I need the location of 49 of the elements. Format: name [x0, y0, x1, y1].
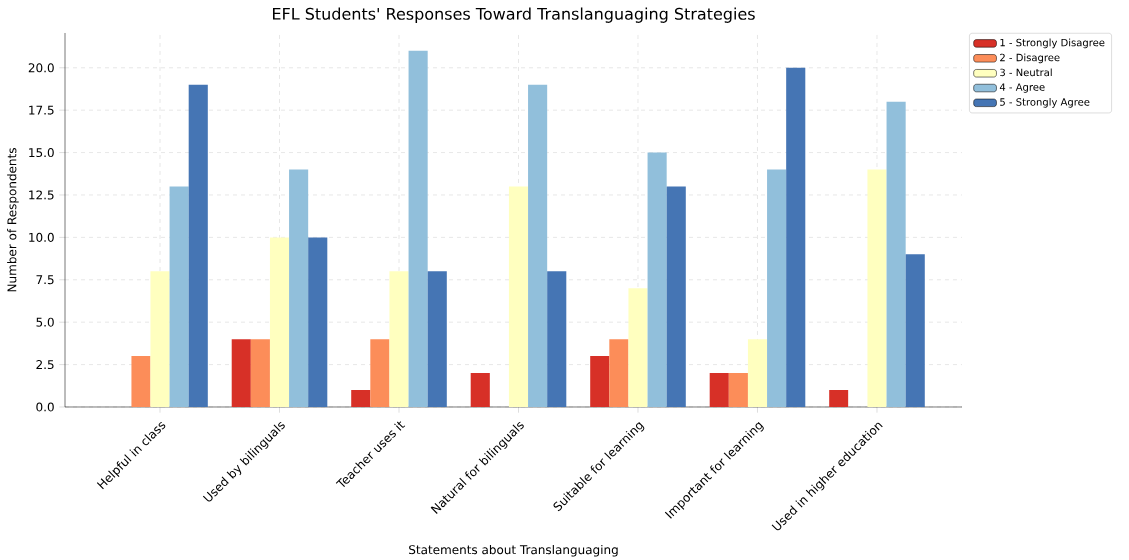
legend-label: 1 - Strongly Disagree: [1000, 38, 1105, 49]
bar: [470, 373, 490, 407]
y-tick-label: 15.0: [29, 148, 54, 158]
legend-label: 4 - Agree: [999, 83, 1045, 93]
bar: [647, 152, 667, 407]
chart-title: EFL Students' Responses Toward Translanguaging Strategies: [273, 7, 755, 23]
bar: [709, 373, 729, 407]
bar: [150, 271, 170, 407]
bar: [666, 186, 686, 407]
bar: [427, 271, 447, 407]
bar: [231, 339, 251, 407]
x-axis-title: Statements about Translanguaging: [409, 544, 618, 557]
bar: [289, 169, 309, 407]
bar: [609, 339, 629, 407]
bar: [829, 390, 849, 407]
y-tick-label: 12.5: [29, 190, 54, 200]
bar: [188, 84, 208, 407]
bar: [590, 356, 610, 407]
y-tick-label: 5.0: [36, 317, 54, 327]
bar: [767, 169, 787, 407]
y-axis-title: Number of Respondents: [7, 148, 19, 292]
bar: [786, 67, 806, 407]
legend-label: 5 - Strongly Agree: [1000, 98, 1090, 108]
bar: [269, 237, 290, 407]
bar: [370, 339, 390, 407]
bar: [131, 356, 151, 407]
legend-label: 3 - Neutral: [1000, 68, 1052, 77]
y-tick-label: 20.0: [28, 63, 54, 73]
bar: [747, 339, 768, 407]
bar: [508, 186, 529, 407]
y-tick-label: 10.0: [29, 232, 54, 242]
bar: [351, 390, 371, 407]
y-tick-label: 7.5: [36, 275, 54, 285]
bar: [728, 373, 748, 407]
bar: [169, 186, 189, 407]
bar: [389, 271, 409, 407]
bar: [308, 237, 328, 407]
legend-label: 2 - Disagree: [1000, 53, 1060, 64]
y-tick-label: 2.5: [36, 360, 54, 370]
bar: [528, 84, 548, 407]
bar: [408, 50, 428, 407]
bar: [867, 169, 887, 407]
bar: [886, 101, 906, 407]
y-tick-label: 0.0: [36, 402, 54, 412]
bar: [628, 288, 648, 407]
bar: [250, 339, 270, 407]
bar: [547, 271, 567, 407]
y-tick-label: 17.5: [29, 105, 54, 115]
bar: [905, 254, 925, 407]
